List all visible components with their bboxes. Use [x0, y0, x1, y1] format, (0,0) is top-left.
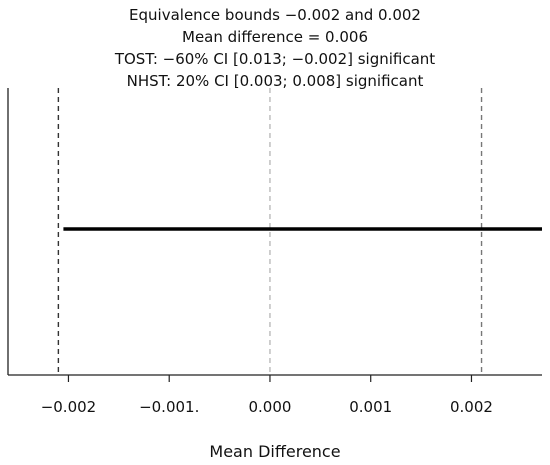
- title-line-tost: TOST: −60% CI [0.013; −0.002] significan…: [114, 50, 436, 68]
- axes: [7, 88, 542, 376]
- title-line-mean-difference: Mean difference = 0.006: [182, 28, 368, 46]
- x-tick-label-3: 0.001: [349, 398, 392, 416]
- x-tick-label-0: −0.002: [41, 398, 97, 416]
- x-axis-ticks: −0.002 −0.001. 0.000 0.001 0.002: [41, 375, 493, 416]
- chart-title: Equivalence bounds −0.002 and 0.002 Mean…: [0, 4, 550, 92]
- x-tick-label-1: −0.001.: [139, 398, 199, 416]
- title-line-nhst: NHST: 20% CI [0.003; 0.008] significant: [126, 72, 424, 90]
- reference-lines: [57, 88, 483, 375]
- title-line-bounds: Equivalence bounds −0.002 and 0.002: [129, 6, 421, 24]
- x-axis-label: Mean Difference: [209, 442, 340, 461]
- x-tick-label-2: 0.000: [248, 398, 291, 416]
- x-tick-label-4: 0.002: [450, 398, 493, 416]
